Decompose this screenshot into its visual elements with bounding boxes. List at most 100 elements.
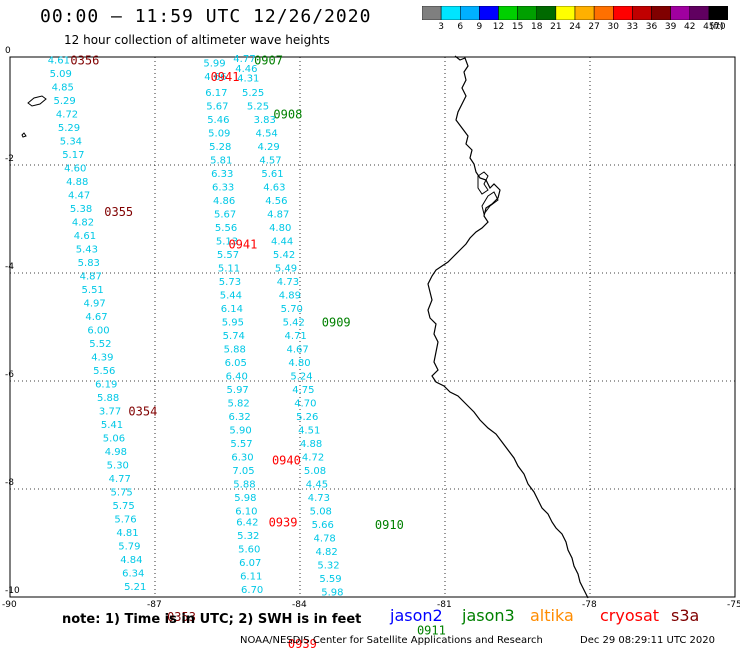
pass-time-label: 0939: [269, 515, 298, 529]
wave-height-value: 6.42: [236, 517, 258, 528]
wave-height-value: 4.82: [315, 547, 337, 558]
wave-height-value: 5.67: [206, 102, 228, 113]
wave-height-value: 4.61: [48, 56, 70, 67]
color-scale-bar: [422, 6, 728, 20]
color-scale-label: 70: [714, 22, 726, 32]
wave-height-value: 4.45: [306, 480, 328, 491]
wave-height-value: 5.13: [216, 237, 238, 248]
wave-height-value: 5.25: [242, 88, 264, 99]
wave-height-value: 3.77: [99, 407, 121, 418]
color-scale-labels: 3 6 9 12 15 18 21 24 27 30 33 36 39 42 45 70: [422, 22, 728, 34]
wave-height-value: 6.11: [240, 571, 262, 582]
wave-height-value: 6.07: [239, 558, 261, 569]
wave-height-value: 4.75: [292, 385, 314, 396]
wave-height-value: 6.10: [235, 507, 257, 518]
wave-height-value: 5.43: [76, 245, 98, 256]
page-subtitle: 12 hour collection of altimeter wave hei…: [64, 33, 330, 47]
color-scale-label: 36: [645, 22, 658, 32]
pass-time-label: 0353: [167, 610, 196, 624]
wave-height-value: 5.82: [228, 399, 250, 410]
wave-height-value: 4.72: [56, 110, 78, 121]
wave-height-value: 4.39: [91, 353, 113, 364]
wave-height-value: 5.32: [237, 531, 259, 542]
wave-height-value: 6.17: [205, 88, 227, 99]
wave-height-value: 5.38: [70, 204, 92, 215]
wave-height-value: 5.88: [233, 480, 255, 491]
wave-height-value: 5.44: [220, 291, 242, 302]
wave-height-value: 5.56: [93, 366, 115, 377]
wave-height-value: 4.56: [265, 196, 287, 207]
pass-time-label: 0909: [322, 316, 351, 330]
wave-height-value: 4.77: [233, 54, 255, 65]
wave-height-value: 5.11: [218, 264, 240, 275]
wave-height-value: 4.67: [286, 345, 308, 356]
y-tick-label: -10: [5, 586, 20, 596]
wave-height-value: 5.90: [229, 426, 251, 437]
wave-height-value: 7.05: [232, 466, 254, 477]
x-tick-label: -90: [2, 600, 17, 610]
page-title: 00:00 – 11:59 UTC 12/26/2020: [40, 6, 372, 27]
wave-height-value: 4.46: [235, 64, 257, 75]
wave-height-value: 4.80: [288, 358, 310, 369]
wave-height-value: 5.49: [275, 264, 297, 275]
wave-height-value: 5.41: [101, 420, 123, 431]
wave-height-value: 4.89: [279, 291, 301, 302]
wave-height-value: 5.88: [224, 345, 246, 356]
wave-height-value: 3.83: [254, 115, 276, 126]
color-scale-label: 33: [626, 22, 639, 32]
wave-height-value: 4.78: [314, 534, 336, 545]
wave-height-value: 4.29: [257, 142, 279, 153]
wave-height-value: 4.66: [204, 72, 226, 83]
pass-time-label: 0911: [417, 623, 446, 637]
wave-height-value: 5.09: [50, 69, 72, 80]
color-scale-label: 18: [531, 22, 543, 32]
pass-time-label: 0356: [70, 54, 99, 68]
wave-height-value: 4.87: [267, 210, 289, 221]
color-scale-label: 21: [550, 22, 562, 32]
legend-item-s3a: s3a: [671, 606, 700, 625]
wave-height-value: 4.63: [263, 183, 285, 194]
wave-height-value: 4.31: [237, 74, 259, 85]
wave-height-value: 6.70: [241, 585, 263, 596]
wave-height-value: 5.34: [60, 137, 82, 148]
y-tick-label: -4: [5, 262, 14, 272]
wave-height-value: 4.77: [109, 474, 131, 485]
wave-height-value: 5.97: [227, 385, 249, 396]
bay-inlet-path: [477, 171, 489, 195]
wave-height-value: 4.81: [116, 528, 138, 539]
wave-height-value: 5.81: [210, 156, 232, 167]
wave-height-value: 5.74: [223, 331, 245, 342]
galapagos-island-path: [27, 95, 47, 107]
wave-height-value: 5.76: [114, 515, 136, 526]
pass-time-label: 0940: [272, 453, 301, 467]
wave-height-value: 4.97: [83, 299, 105, 310]
small-island-path: [21, 132, 27, 138]
coastline-path: [427, 55, 589, 599]
pass-time-label: 0939: [288, 637, 317, 650]
footnote: note: 1) Time is in UTC; 2) SWH is in fe…: [62, 612, 362, 627]
wave-height-value: 4.85: [52, 83, 74, 94]
altimeter-tracks: 4.61 5.09 4.85 5.29 4.72 5.29 5.34 5.17 4.60 4.88…: [48, 54, 344, 599]
wave-height-value: 4.84: [120, 555, 142, 566]
y-tick-label: -2: [5, 154, 14, 164]
wave-height-value: 5.26: [296, 412, 318, 423]
wave-height-value: 5.61: [261, 169, 283, 180]
pass-time-label: 0355: [104, 205, 133, 219]
wave-height-value: 6.33: [211, 169, 233, 180]
wave-height-value: 6.19: [95, 380, 117, 391]
wave-height-value: 4.71: [285, 331, 307, 342]
legend-item-cryosat: cryosat: [600, 606, 660, 625]
wave-height-value: 6.14: [221, 304, 243, 315]
wave-height-value: 5.56: [215, 223, 237, 234]
wave-height-value: 5.98: [321, 588, 343, 599]
wave-height-value: 5.67: [214, 210, 236, 221]
wave-height-value: 6.30: [231, 453, 253, 464]
color-scale-label: 39: [664, 22, 677, 32]
wave-height-value: 5.59: [319, 574, 341, 585]
wave-height-value: 5.99: [203, 58, 225, 69]
x-tick-label: -87: [147, 600, 162, 610]
wave-height-value: 6.34: [122, 569, 144, 580]
wave-height-value: 5.29: [58, 123, 80, 134]
wave-height-value: 5.29: [54, 96, 76, 107]
wave-height-value: 5.28: [209, 142, 231, 153]
